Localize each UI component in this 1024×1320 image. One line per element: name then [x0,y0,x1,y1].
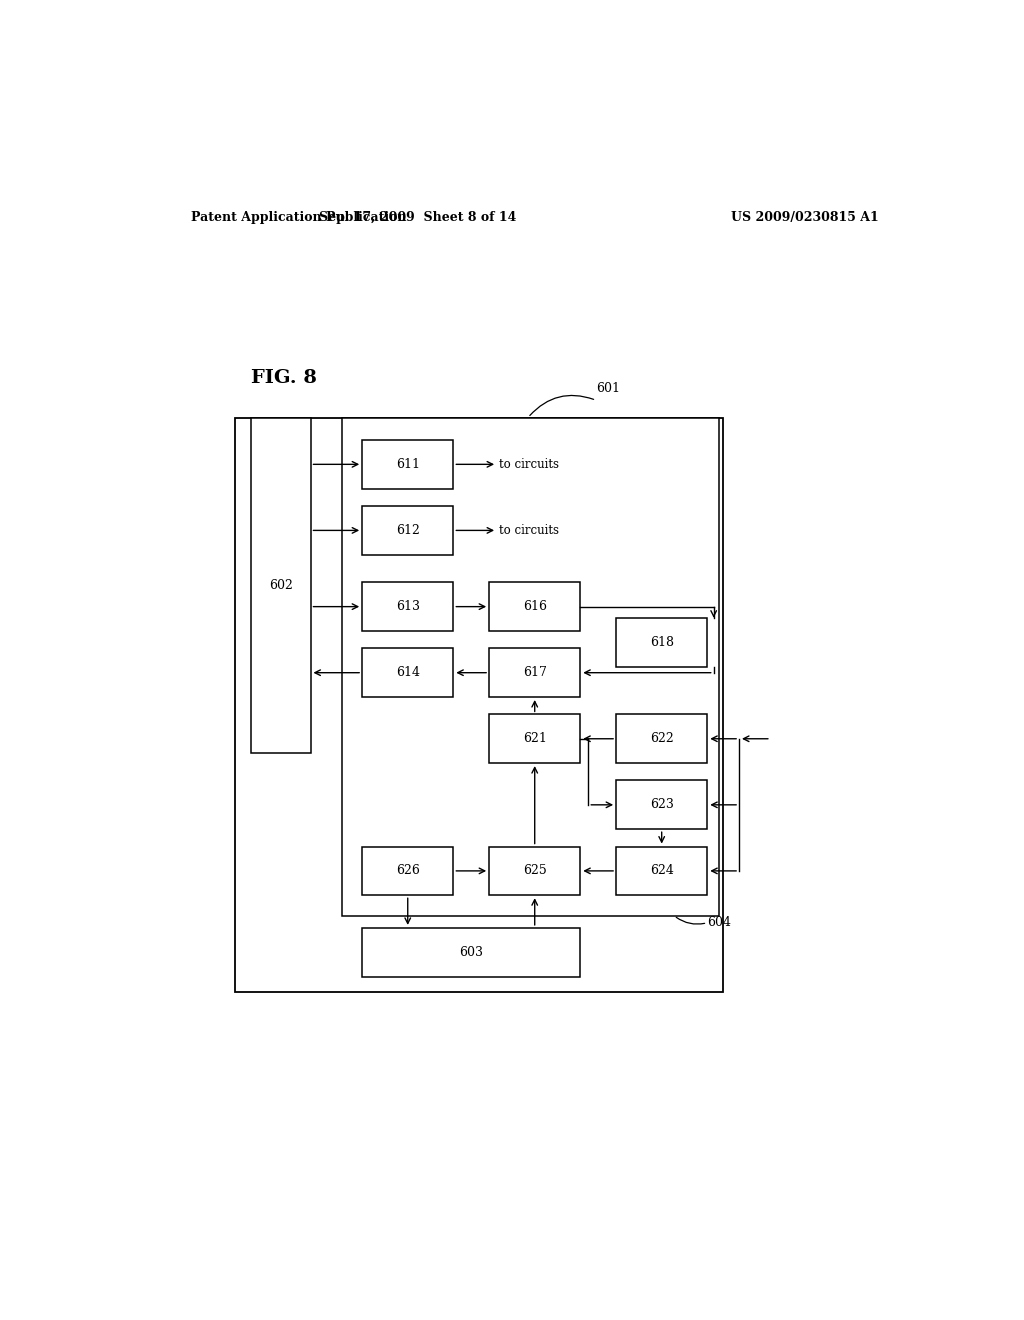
Text: 626: 626 [396,865,420,878]
Text: 623: 623 [650,799,674,812]
Text: 614: 614 [395,667,420,680]
Text: FIG. 8: FIG. 8 [251,370,316,387]
Bar [616,846,708,895]
Bar [489,846,581,895]
Text: 613: 613 [395,601,420,612]
Text: 611: 611 [395,458,420,471]
Bar [616,618,708,667]
Text: 604: 604 [708,916,731,929]
Text: 621: 621 [523,733,547,746]
Bar [236,417,723,991]
Text: 624: 624 [650,865,674,878]
Bar [362,928,581,977]
Bar [362,648,454,697]
Text: US 2009/0230815 A1: US 2009/0230815 A1 [731,211,879,224]
Bar [489,648,581,697]
Bar [362,582,454,631]
Text: to circuits: to circuits [500,458,559,471]
Bar [362,506,454,554]
Text: Sep. 17, 2009  Sheet 8 of 14: Sep. 17, 2009 Sheet 8 of 14 [319,211,516,224]
Bar [489,714,581,763]
Text: 612: 612 [396,524,420,537]
Text: Patent Application Publication: Patent Application Publication [191,211,407,224]
Text: to circuits: to circuits [500,524,559,537]
Text: 616: 616 [522,601,547,612]
Text: 625: 625 [523,865,547,878]
Bar [616,780,708,829]
Text: 602: 602 [269,578,293,591]
Bar [489,582,581,631]
Bar [362,440,454,488]
Text: 603: 603 [459,945,483,958]
Bar [251,417,310,752]
Text: 617: 617 [523,667,547,680]
Bar [362,846,454,895]
Text: 622: 622 [650,733,674,746]
Text: 618: 618 [649,636,674,648]
Bar [342,417,719,916]
Bar [616,714,708,763]
Text: 601: 601 [596,383,621,395]
